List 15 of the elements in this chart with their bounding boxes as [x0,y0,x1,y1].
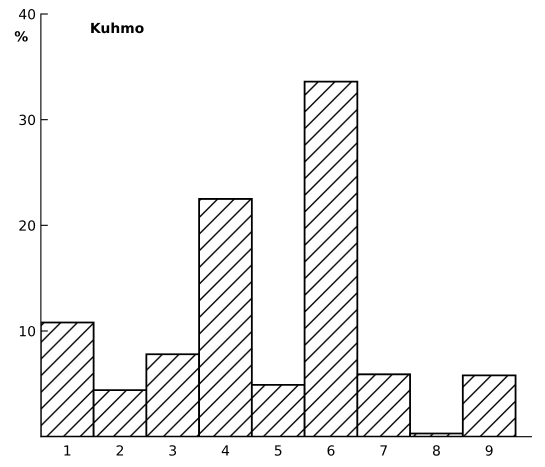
x-tick-label: 4 [222,445,230,456]
y-tick-label: 30 [19,114,36,126]
x-tick-label: 8 [432,445,440,456]
x-tick-label: 7 [380,445,387,456]
x-tick-label: 1 [64,445,70,456]
x-tick-label: 9 [486,445,493,456]
x-tick-label: 6 [328,445,334,456]
y-tick-label: 40 [19,8,36,20]
x-tick-label: 5 [274,445,282,456]
x-tick-label: 2 [116,445,124,456]
y-tick-label: 20 [19,220,36,231]
chart-title: Kuhmo [91,22,144,34]
y-axis-title: % [14,31,28,42]
x-tick-label: 3 [169,445,176,456]
y-tick-label: 10 [20,326,36,336]
